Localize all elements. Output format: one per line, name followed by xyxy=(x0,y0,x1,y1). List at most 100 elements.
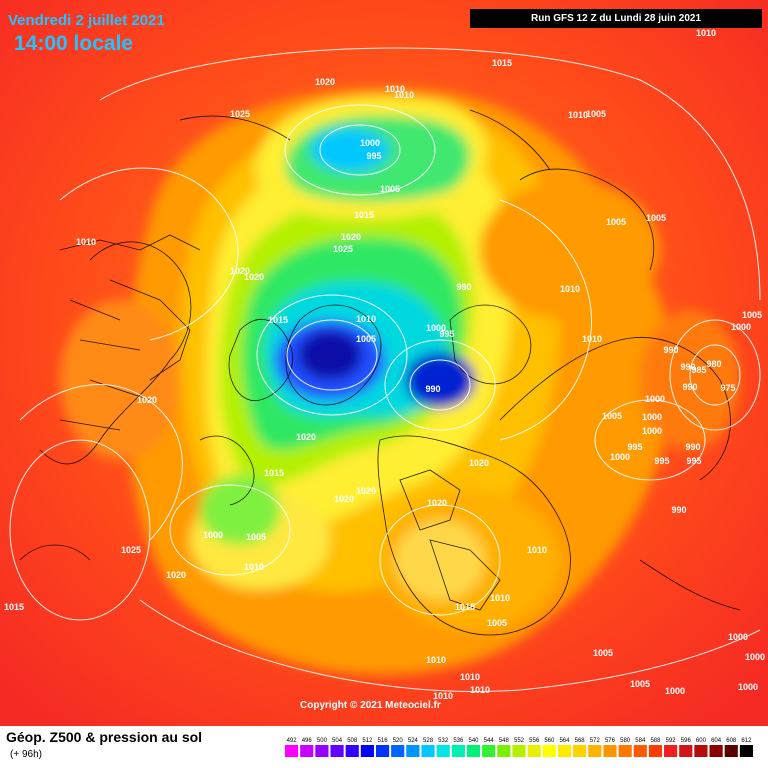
legend-level-label: 592 xyxy=(666,738,677,744)
legend-swatch xyxy=(739,745,753,757)
isobar-label: 1000 xyxy=(426,323,446,333)
legend-swatch xyxy=(466,745,481,757)
legend-level-label: 584 xyxy=(635,738,646,744)
isobar-label: 1005 xyxy=(646,213,666,223)
legend-swatch xyxy=(588,745,602,757)
legend-level-label: 560 xyxy=(544,738,555,744)
copyright-text: Copyright © 2021 Meteociel.fr xyxy=(300,700,441,711)
legend-level-label: 500 xyxy=(317,738,328,744)
footer-bar: Géop. Z500 & pression au sol (+ 96h) 492… xyxy=(0,726,768,768)
isobar-label: 1020 xyxy=(244,272,264,282)
isobar-label: 1015 xyxy=(4,602,24,612)
legend-swatch xyxy=(345,745,359,757)
product-title: Géop. Z500 & pression au sol xyxy=(6,729,203,745)
isobar-label: 980 xyxy=(706,359,721,369)
isobar-label: 1010 xyxy=(394,90,414,100)
z500-northwest-band xyxy=(480,180,660,320)
isobar-label: 1020 xyxy=(469,458,489,468)
isobar-label: 1015 xyxy=(268,315,288,325)
legend-level-label: 608 xyxy=(726,738,737,744)
isobar-label: 990 xyxy=(425,384,440,394)
isobar-label: 1005 xyxy=(380,184,400,194)
legend-swatch xyxy=(421,745,435,757)
isobar-label: 1005 xyxy=(606,217,626,227)
isobar-label: 1010 xyxy=(568,110,588,120)
z500-low-east xyxy=(405,352,475,408)
isobar-label: 1005 xyxy=(742,310,762,320)
legend-swatch xyxy=(679,745,693,757)
isobar-label: 995 xyxy=(654,456,669,466)
legend-swatch xyxy=(285,745,299,757)
lead-time: (+ 96h) xyxy=(10,749,42,760)
legend-level-label: 604 xyxy=(711,738,722,744)
isobar-label: 1005 xyxy=(630,679,650,689)
isobar-label: 990 xyxy=(685,442,700,452)
legend-swatch xyxy=(360,745,374,757)
model-run-label: Run GFS 12 Z du Lundi 28 juin 2021 xyxy=(470,9,762,28)
legend-level-label: 528 xyxy=(423,738,434,744)
forecast-local-time: 14:00 locale xyxy=(14,32,134,55)
isobar-label: 1025 xyxy=(121,545,141,555)
legend-level-label: 504 xyxy=(332,738,343,744)
legend-swatch xyxy=(557,745,572,757)
isobar-label: 1020 xyxy=(341,232,361,242)
isobar-label: 1010 xyxy=(696,28,716,38)
isobar-label: 1000 xyxy=(610,452,630,462)
isobar-label: 1020 xyxy=(230,266,250,276)
legend-level-label: 564 xyxy=(559,738,570,744)
isobar-label: 1005 xyxy=(487,618,507,628)
isobar-label: 1000 xyxy=(731,322,751,332)
isobar-label: 1020 xyxy=(137,395,157,405)
legend-level-label: 532 xyxy=(438,738,449,744)
legend-level-label: 552 xyxy=(514,738,525,744)
isobars xyxy=(9,47,761,693)
z500-low-darkblue xyxy=(298,330,362,380)
isobar-label: 975 xyxy=(720,383,735,393)
isobar-label: 995 xyxy=(627,442,642,452)
isobar-label: 1010 xyxy=(76,237,96,247)
legend-swatch xyxy=(497,745,511,757)
isobar-label: 1010 xyxy=(470,685,490,695)
legend-level-label: 548 xyxy=(499,738,510,744)
isobar-label: 1000 xyxy=(745,652,765,662)
isobar-label: 1020 xyxy=(166,570,186,580)
forecast-date: Vendredi 2 juillet 2021 xyxy=(8,12,165,29)
legend-swatch xyxy=(633,745,647,757)
legend-level-label: 508 xyxy=(347,738,358,744)
isobar-label: 1010 xyxy=(560,284,580,294)
isobar-label: 1015 xyxy=(492,58,512,68)
isobar-label: 990 xyxy=(456,282,471,292)
legend-level-label: 512 xyxy=(362,738,373,744)
isobar-label: 1015 xyxy=(354,210,374,220)
legend-swatch xyxy=(315,745,329,757)
legend-swatch xyxy=(603,745,617,757)
isobar-label: 1005 xyxy=(593,648,613,658)
isobar-label: 1010 xyxy=(527,545,547,555)
isobar-label: 1005 xyxy=(586,109,606,119)
legend-level-label: 496 xyxy=(302,738,313,744)
legend-swatch xyxy=(618,745,632,757)
isobar-label: 1000 xyxy=(642,412,662,422)
legend-level-label: 572 xyxy=(590,738,601,744)
z500-north-trough-cyan xyxy=(310,128,390,172)
isobar-label: 1000 xyxy=(645,394,665,404)
legend-level-label: 520 xyxy=(393,738,404,744)
legend-swatch xyxy=(300,745,314,757)
isobar-label: 1000 xyxy=(738,682,758,692)
legend-level-label: 576 xyxy=(605,738,616,744)
isobar-label: 995 xyxy=(439,329,454,339)
legend-swatch xyxy=(542,745,556,757)
isobar-label: 990 xyxy=(682,382,697,392)
isobar-label: 995 xyxy=(366,151,381,161)
legend-swatch xyxy=(573,745,587,757)
isobar-label: 1010 xyxy=(385,84,405,94)
legend-level-label: 516 xyxy=(378,738,389,744)
legend-swatch xyxy=(527,745,541,757)
legend-swatch xyxy=(694,745,708,757)
isobar-label: 1010 xyxy=(490,593,510,603)
isobar-label: 1000 xyxy=(642,426,662,436)
legend-level-label: 612 xyxy=(741,738,752,744)
color-scale-legend: 492 496 500 504 508 512 516 520 524 528 532 536 540 5… xyxy=(285,738,753,757)
legend-swatch xyxy=(391,745,405,757)
legend-level-label: 568 xyxy=(575,738,586,744)
